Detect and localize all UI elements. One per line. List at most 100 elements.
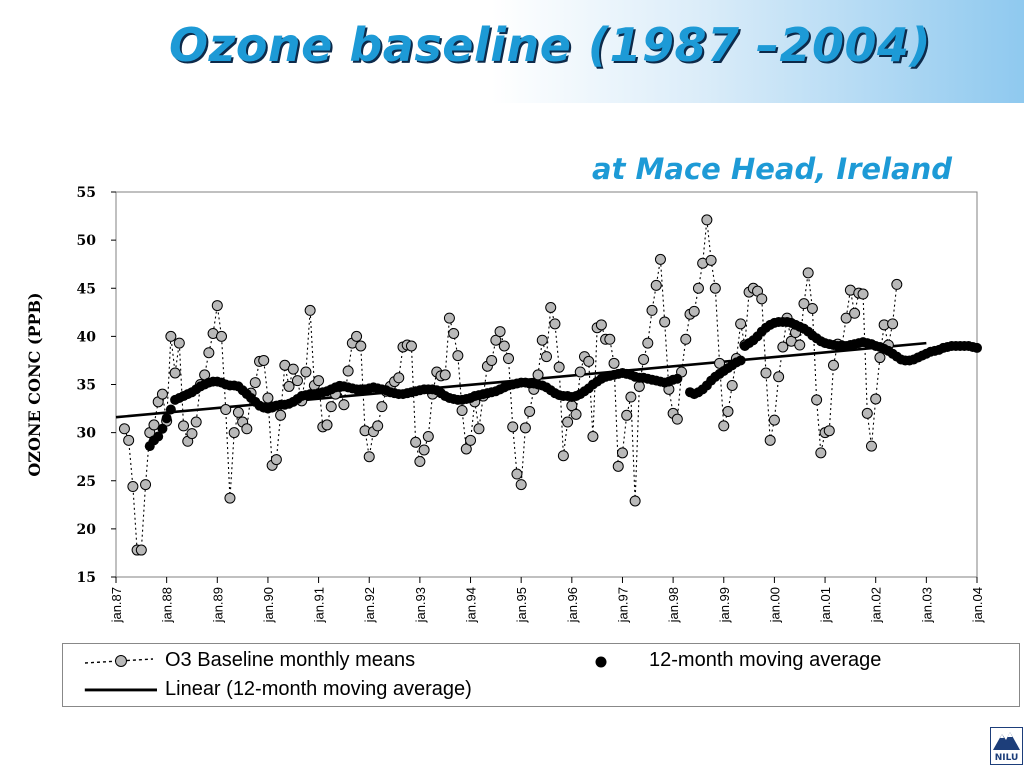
logo-text: NILU: [994, 753, 1019, 763]
monthly-mean-point: [148, 419, 160, 431]
monthly-mean-point: [823, 425, 835, 437]
monthly-mean-point: [498, 340, 510, 352]
x-tick-label: jan.03: [919, 587, 934, 623]
monthly-mean-point: [304, 304, 316, 316]
monthly-mean-point: [726, 379, 738, 391]
monthly-mean-point: [270, 454, 282, 466]
x-tick-label: jan.97: [615, 587, 630, 623]
monthly-mean-point: [811, 394, 823, 406]
monthly-mean-point: [173, 337, 185, 349]
monthly-mean-point: [806, 302, 818, 314]
monthly-mean-point: [321, 419, 333, 431]
monthly-mean-point: [777, 341, 789, 353]
moving-average-point: [735, 355, 746, 366]
monthly-mean-point: [448, 327, 460, 339]
y-tick-label: 35: [77, 378, 96, 394]
monthly-mean-point: [169, 367, 181, 379]
slide-title: Ozone baseline (1987 –2004): [168, 18, 932, 72]
monthly-mean-point: [764, 434, 776, 446]
monthly-mean-point: [511, 468, 523, 480]
monthly-mean-point: [891, 278, 903, 290]
x-tick-label: jan.00: [767, 587, 782, 623]
monthly-mean-point: [680, 333, 692, 345]
monthly-mean-point: [857, 288, 869, 300]
monthly-mean-point: [549, 318, 561, 330]
x-tick-label: jan.93: [413, 587, 428, 623]
monthly-mean-point: [515, 479, 527, 491]
monthly-mean-point: [140, 479, 152, 491]
monthly-mean-point: [135, 544, 147, 556]
monthly-mean-point: [351, 330, 363, 342]
monthly-mean-point: [536, 334, 548, 346]
monthly-mean-point: [405, 340, 417, 352]
monthly-mean-point: [714, 357, 726, 369]
monthly-mean-point: [342, 365, 354, 377]
monthly-mean-point: [503, 353, 515, 365]
monthly-mean-point: [642, 337, 654, 349]
monthly-mean-point: [414, 456, 426, 467]
moving-average-point: [153, 431, 164, 442]
monthly-mean-point: [165, 330, 177, 342]
monthly-mean-point: [228, 427, 240, 439]
monthly-mean-point: [524, 405, 536, 417]
monthly-mean-point: [688, 305, 700, 317]
monthly-mean-point: [410, 436, 422, 448]
monthly-mean-point: [692, 282, 704, 294]
monthly-mean-point: [190, 416, 202, 428]
monthly-mean-point: [249, 377, 261, 389]
moving-average-point: [972, 342, 982, 353]
y-tick-label: 45: [77, 281, 96, 297]
monthly-mean-point: [865, 440, 877, 452]
monthly-mean-point: [313, 375, 325, 387]
dotted-circle-marker-icon: [84, 655, 154, 667]
monthly-mean-point: [418, 444, 430, 456]
y-tick-label: 55: [77, 185, 96, 201]
x-tick-label: jan.94: [464, 587, 479, 623]
monthly-mean-point: [633, 380, 645, 392]
x-tick-label: jan.89: [210, 587, 225, 623]
moving-average-point: [165, 404, 176, 415]
x-tick-label: jan.99: [717, 587, 732, 623]
y-tick-label: 20: [77, 522, 97, 538]
monthly-mean-point: [287, 363, 299, 375]
monthly-mean-point: [452, 350, 464, 362]
monthly-means-line: [123, 219, 898, 551]
monthly-mean-point: [849, 307, 861, 319]
monthly-mean-point: [874, 352, 886, 364]
x-tick-label: jan.96: [565, 587, 580, 623]
monthly-mean-point: [118, 423, 130, 435]
monthly-mean-point: [671, 413, 683, 425]
black-dot-marker-icon: [595, 656, 607, 668]
monthly-mean-point: [300, 366, 312, 378]
moving-average-point: [157, 423, 168, 434]
monthly-mean-point: [654, 253, 666, 265]
monthly-mean-point: [570, 408, 582, 420]
monthly-mean-point: [659, 316, 671, 328]
monthly-mean-point: [650, 279, 662, 291]
monthly-mean-point: [123, 434, 135, 446]
monthly-mean-point: [486, 354, 498, 366]
monthly-mean-point: [275, 409, 287, 421]
monthly-mean-point: [562, 416, 574, 428]
monthly-mean-point: [372, 420, 384, 432]
monthly-mean-point: [338, 399, 350, 411]
legend-label-linear-trend: Linear (12-month moving average): [165, 678, 472, 700]
monthly-mean-point: [211, 300, 223, 312]
monthly-mean-point: [376, 401, 388, 413]
monthly-mean-point: [887, 318, 899, 330]
monthly-mean-point: [621, 409, 633, 421]
monthly-mean-point: [604, 333, 616, 345]
y-tick-label: 40: [77, 329, 97, 345]
monthly-mean-point: [840, 312, 852, 324]
monthly-mean-point: [473, 423, 485, 435]
monthly-mean-point: [612, 460, 624, 472]
monthly-mean-point: [456, 404, 468, 416]
y-tick-label: 30: [77, 426, 97, 442]
x-tick-label: jan.92: [362, 587, 377, 623]
monthly-mean-point: [545, 302, 557, 313]
x-tick-label: jan.02: [869, 587, 884, 623]
monthly-mean-point: [794, 339, 806, 351]
monthly-mean-point: [532, 369, 544, 381]
y-tick-label: 15: [77, 570, 96, 586]
monthly-mean-point: [439, 369, 451, 381]
